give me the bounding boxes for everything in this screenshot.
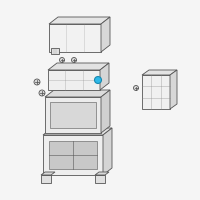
Polygon shape <box>95 172 109 175</box>
Circle shape <box>95 76 102 84</box>
Polygon shape <box>101 17 110 52</box>
Polygon shape <box>45 90 110 97</box>
Polygon shape <box>50 102 96 128</box>
Circle shape <box>72 58 76 62</box>
Polygon shape <box>100 63 109 90</box>
Polygon shape <box>45 97 101 133</box>
Polygon shape <box>41 175 51 183</box>
Circle shape <box>134 86 138 90</box>
Polygon shape <box>49 141 97 169</box>
Polygon shape <box>43 128 112 135</box>
Polygon shape <box>49 24 101 52</box>
Polygon shape <box>101 90 110 133</box>
Polygon shape <box>49 17 110 24</box>
Polygon shape <box>41 172 55 175</box>
Polygon shape <box>48 70 100 90</box>
Polygon shape <box>48 63 109 70</box>
Polygon shape <box>103 128 112 175</box>
Polygon shape <box>95 175 105 183</box>
Circle shape <box>60 58 64 62</box>
Circle shape <box>34 79 40 85</box>
Polygon shape <box>142 75 170 109</box>
Polygon shape <box>142 70 177 75</box>
Polygon shape <box>170 70 177 109</box>
Polygon shape <box>51 48 59 54</box>
Circle shape <box>39 90 45 96</box>
Polygon shape <box>43 135 103 175</box>
